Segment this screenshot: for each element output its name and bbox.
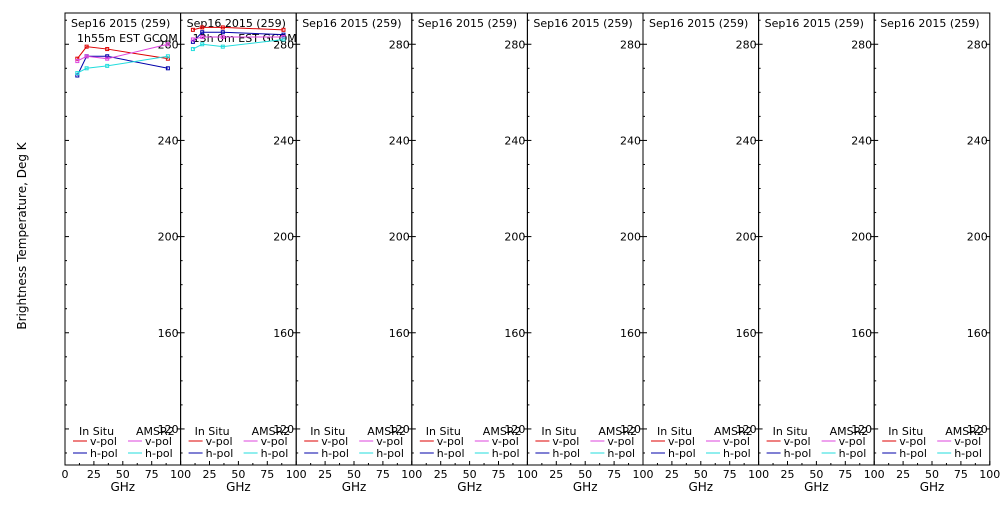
- legend-label-amsr2: h-pol: [839, 447, 867, 460]
- x-axis-label: GHz: [920, 480, 945, 494]
- y-tick-label: 280: [620, 38, 641, 51]
- legend-label-insitu: h-pol: [784, 447, 812, 460]
- y-tick-label: 160: [389, 327, 410, 340]
- x-tick-label: 25: [549, 468, 563, 481]
- x-tick-label: 25: [203, 468, 217, 481]
- legend-label-amsr2: h-pol: [607, 447, 635, 460]
- legend-label-insitu: h-pol: [899, 447, 927, 460]
- x-axis-label: GHz: [688, 480, 713, 494]
- x-tick-label: 100: [748, 468, 769, 481]
- y-tick-label: 240: [736, 134, 757, 147]
- y-tick-label: 160: [736, 327, 757, 340]
- x-tick-label: 25: [434, 468, 448, 481]
- legend-label-amsr2: h-pol: [492, 447, 520, 460]
- y-tick-label: 200: [273, 231, 294, 244]
- x-axis-label: GHz: [573, 480, 598, 494]
- y-tick-label: 240: [851, 134, 872, 147]
- x-axis-label: GHz: [804, 480, 829, 494]
- x-tick-label: 75: [260, 468, 274, 481]
- y-axis-label: Brightness Temperature, Deg K: [15, 141, 29, 329]
- legend-label-amsr2: h-pol: [145, 447, 173, 460]
- y-tick-label: 160: [620, 327, 641, 340]
- y-tick-label: 200: [389, 231, 410, 244]
- panel-title: Sep16 2015 (259): [765, 17, 864, 30]
- y-tick-label: 200: [736, 231, 757, 244]
- y-tick-label: 280: [967, 38, 988, 51]
- y-tick-label: 280: [389, 38, 410, 51]
- panel-title: Sep16 2015 (259): [302, 17, 401, 30]
- x-tick-label: 100: [517, 468, 538, 481]
- y-tick-label: 200: [967, 231, 988, 244]
- legend-label-amsr2: h-pol: [376, 447, 404, 460]
- x-tick-label: 100: [170, 468, 191, 481]
- y-tick-label: 240: [158, 134, 179, 147]
- legend-label-insitu: h-pol: [90, 447, 118, 460]
- x-tick-label: 75: [607, 468, 621, 481]
- x-tick-label: 100: [286, 468, 307, 481]
- y-tick-label: 160: [851, 327, 872, 340]
- x-tick-label: 100: [633, 468, 654, 481]
- legend-label-amsr2: h-pol: [954, 447, 982, 460]
- legend-label-insitu: h-pol: [552, 447, 580, 460]
- panel-title: Sep16 2015 (259): [880, 17, 979, 30]
- x-tick-label: 25: [665, 468, 679, 481]
- x-tick-label: 75: [145, 468, 159, 481]
- x-tick-label: 100: [979, 468, 1000, 481]
- legend-label-insitu: h-pol: [206, 447, 234, 460]
- y-tick-label: 240: [620, 134, 641, 147]
- x-axis-label: GHz: [226, 480, 251, 494]
- y-tick-label: 240: [389, 134, 410, 147]
- y-tick-label: 280: [158, 38, 179, 51]
- x-axis-label: GHz: [110, 480, 135, 494]
- panel-title: Sep16 2015 (259): [71, 17, 170, 30]
- x-axis-label: GHz: [457, 480, 482, 494]
- x-tick-label: 75: [723, 468, 737, 481]
- y-tick-label: 200: [158, 231, 179, 244]
- y-tick-label: 160: [967, 327, 988, 340]
- y-tick-label: 200: [851, 231, 872, 244]
- y-tick-label: 280: [504, 38, 525, 51]
- legend-label-amsr2: h-pol: [261, 447, 289, 460]
- panel-title: Sep16 2015 (259): [533, 17, 632, 30]
- x-tick-label: 75: [376, 468, 390, 481]
- y-tick-label: 200: [504, 231, 525, 244]
- y-tick-label: 240: [967, 134, 988, 147]
- y-tick-label: 280: [736, 38, 757, 51]
- x-tick-label: 25: [318, 468, 332, 481]
- panel-title: Sep16 2015 (259): [649, 17, 748, 30]
- legend-label-insitu: h-pol: [321, 447, 349, 460]
- y-tick-label: 160: [158, 327, 179, 340]
- legend-label-insitu: h-pol: [668, 447, 696, 460]
- y-tick-label: 160: [273, 327, 294, 340]
- y-tick-label: 240: [504, 134, 525, 147]
- panel-title: Sep16 2015 (259): [418, 17, 517, 30]
- x-tick-label: 25: [87, 468, 101, 481]
- x-tick-label: 100: [401, 468, 422, 481]
- x-tick-label: 0: [62, 468, 69, 481]
- y-tick-label: 200: [620, 231, 641, 244]
- x-tick-label: 25: [896, 468, 910, 481]
- x-tick-label: 75: [954, 468, 968, 481]
- x-tick-label: 75: [838, 468, 852, 481]
- x-tick-label: 75: [492, 468, 506, 481]
- y-tick-label: 280: [851, 38, 872, 51]
- y-tick-label: 160: [504, 327, 525, 340]
- x-tick-label: 100: [864, 468, 885, 481]
- legend-label-insitu: h-pol: [437, 447, 465, 460]
- legend-label-amsr2: h-pol: [723, 447, 751, 460]
- x-axis-label: GHz: [342, 480, 367, 494]
- y-tick-label: 240: [273, 134, 294, 147]
- x-tick-label: 25: [781, 468, 795, 481]
